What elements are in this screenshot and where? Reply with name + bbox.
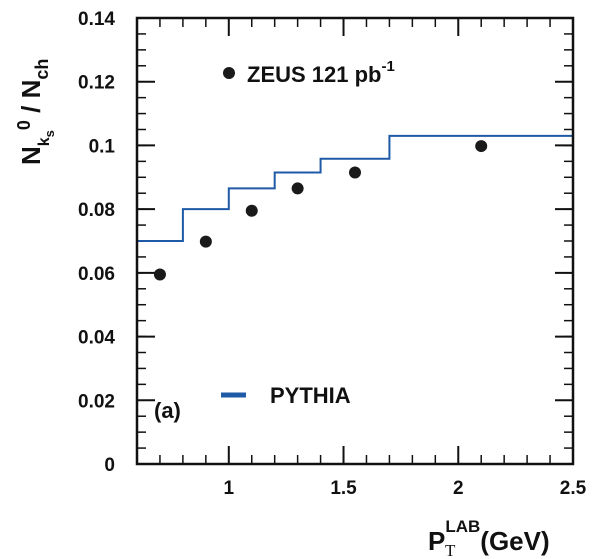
plot-frame [135, 16, 575, 466]
panel-label: (a) [154, 398, 181, 423]
y-tick-labels: 0 0.02 0.04 0.06 0.08 0.1 0.12 0.14 [78, 9, 115, 476]
legend-zeus-label: ZEUS 121 pb-1 [247, 58, 395, 87]
y-axis-title: Nks 0 / Nch [14, 59, 57, 165]
x-tick-label: 2.5 [560, 478, 587, 499]
zeus-data-point [475, 140, 488, 153]
zeus-data-point [245, 204, 258, 217]
y-title-subsub-s: s [42, 130, 57, 137]
zeus-data-point [349, 166, 361, 179]
pythia-series [136, 134, 573, 464]
x-title-base: P [428, 526, 445, 556]
x-tick-label: 1 [224, 478, 235, 499]
y-tick-label: 0.02 [78, 391, 115, 412]
y-title-part2: / N [16, 80, 46, 120]
pythia-histogram-line [136, 134, 573, 464]
y-tick-label: 0.06 [78, 264, 115, 285]
x-title-subscript: T [445, 541, 456, 559]
y-tick-label: 0.04 [78, 328, 115, 349]
zeus-data-point [199, 235, 212, 248]
zeus-data-point [291, 182, 304, 195]
zeus-series [153, 140, 488, 281]
y-tick-label: 0.08 [78, 200, 115, 221]
y-tick-label: 0 [104, 455, 115, 476]
x-tick-labels: 1 1.5 2 2.5 [224, 478, 587, 499]
y-tick-label: 0.1 [89, 136, 116, 157]
x-title-unit: (GeV) [480, 526, 549, 556]
x-tick-label: 2 [453, 478, 464, 499]
x-axis-title: PLAB(GeV) [428, 517, 550, 556]
y-title-sub-k: k [36, 137, 53, 146]
y-title-sub-ch: ch [32, 59, 52, 80]
zeus-data-point [153, 268, 166, 281]
y-tick-label: 0.14 [78, 9, 115, 30]
y-tick-label: 0.12 [78, 73, 115, 94]
legend-pythia-label: PYTHIA [270, 383, 351, 408]
legend-zeus-superscript: -1 [381, 58, 394, 75]
y-title-n: N [16, 146, 46, 165]
legend-zeus-name: ZEUS 121 pb [247, 62, 381, 87]
x-tick-label: 1.5 [330, 478, 357, 499]
y-title-sup-0: 0 [14, 120, 34, 130]
legend-zeus-marker [223, 67, 235, 79]
x-title-superscript: LAB [445, 517, 480, 536]
